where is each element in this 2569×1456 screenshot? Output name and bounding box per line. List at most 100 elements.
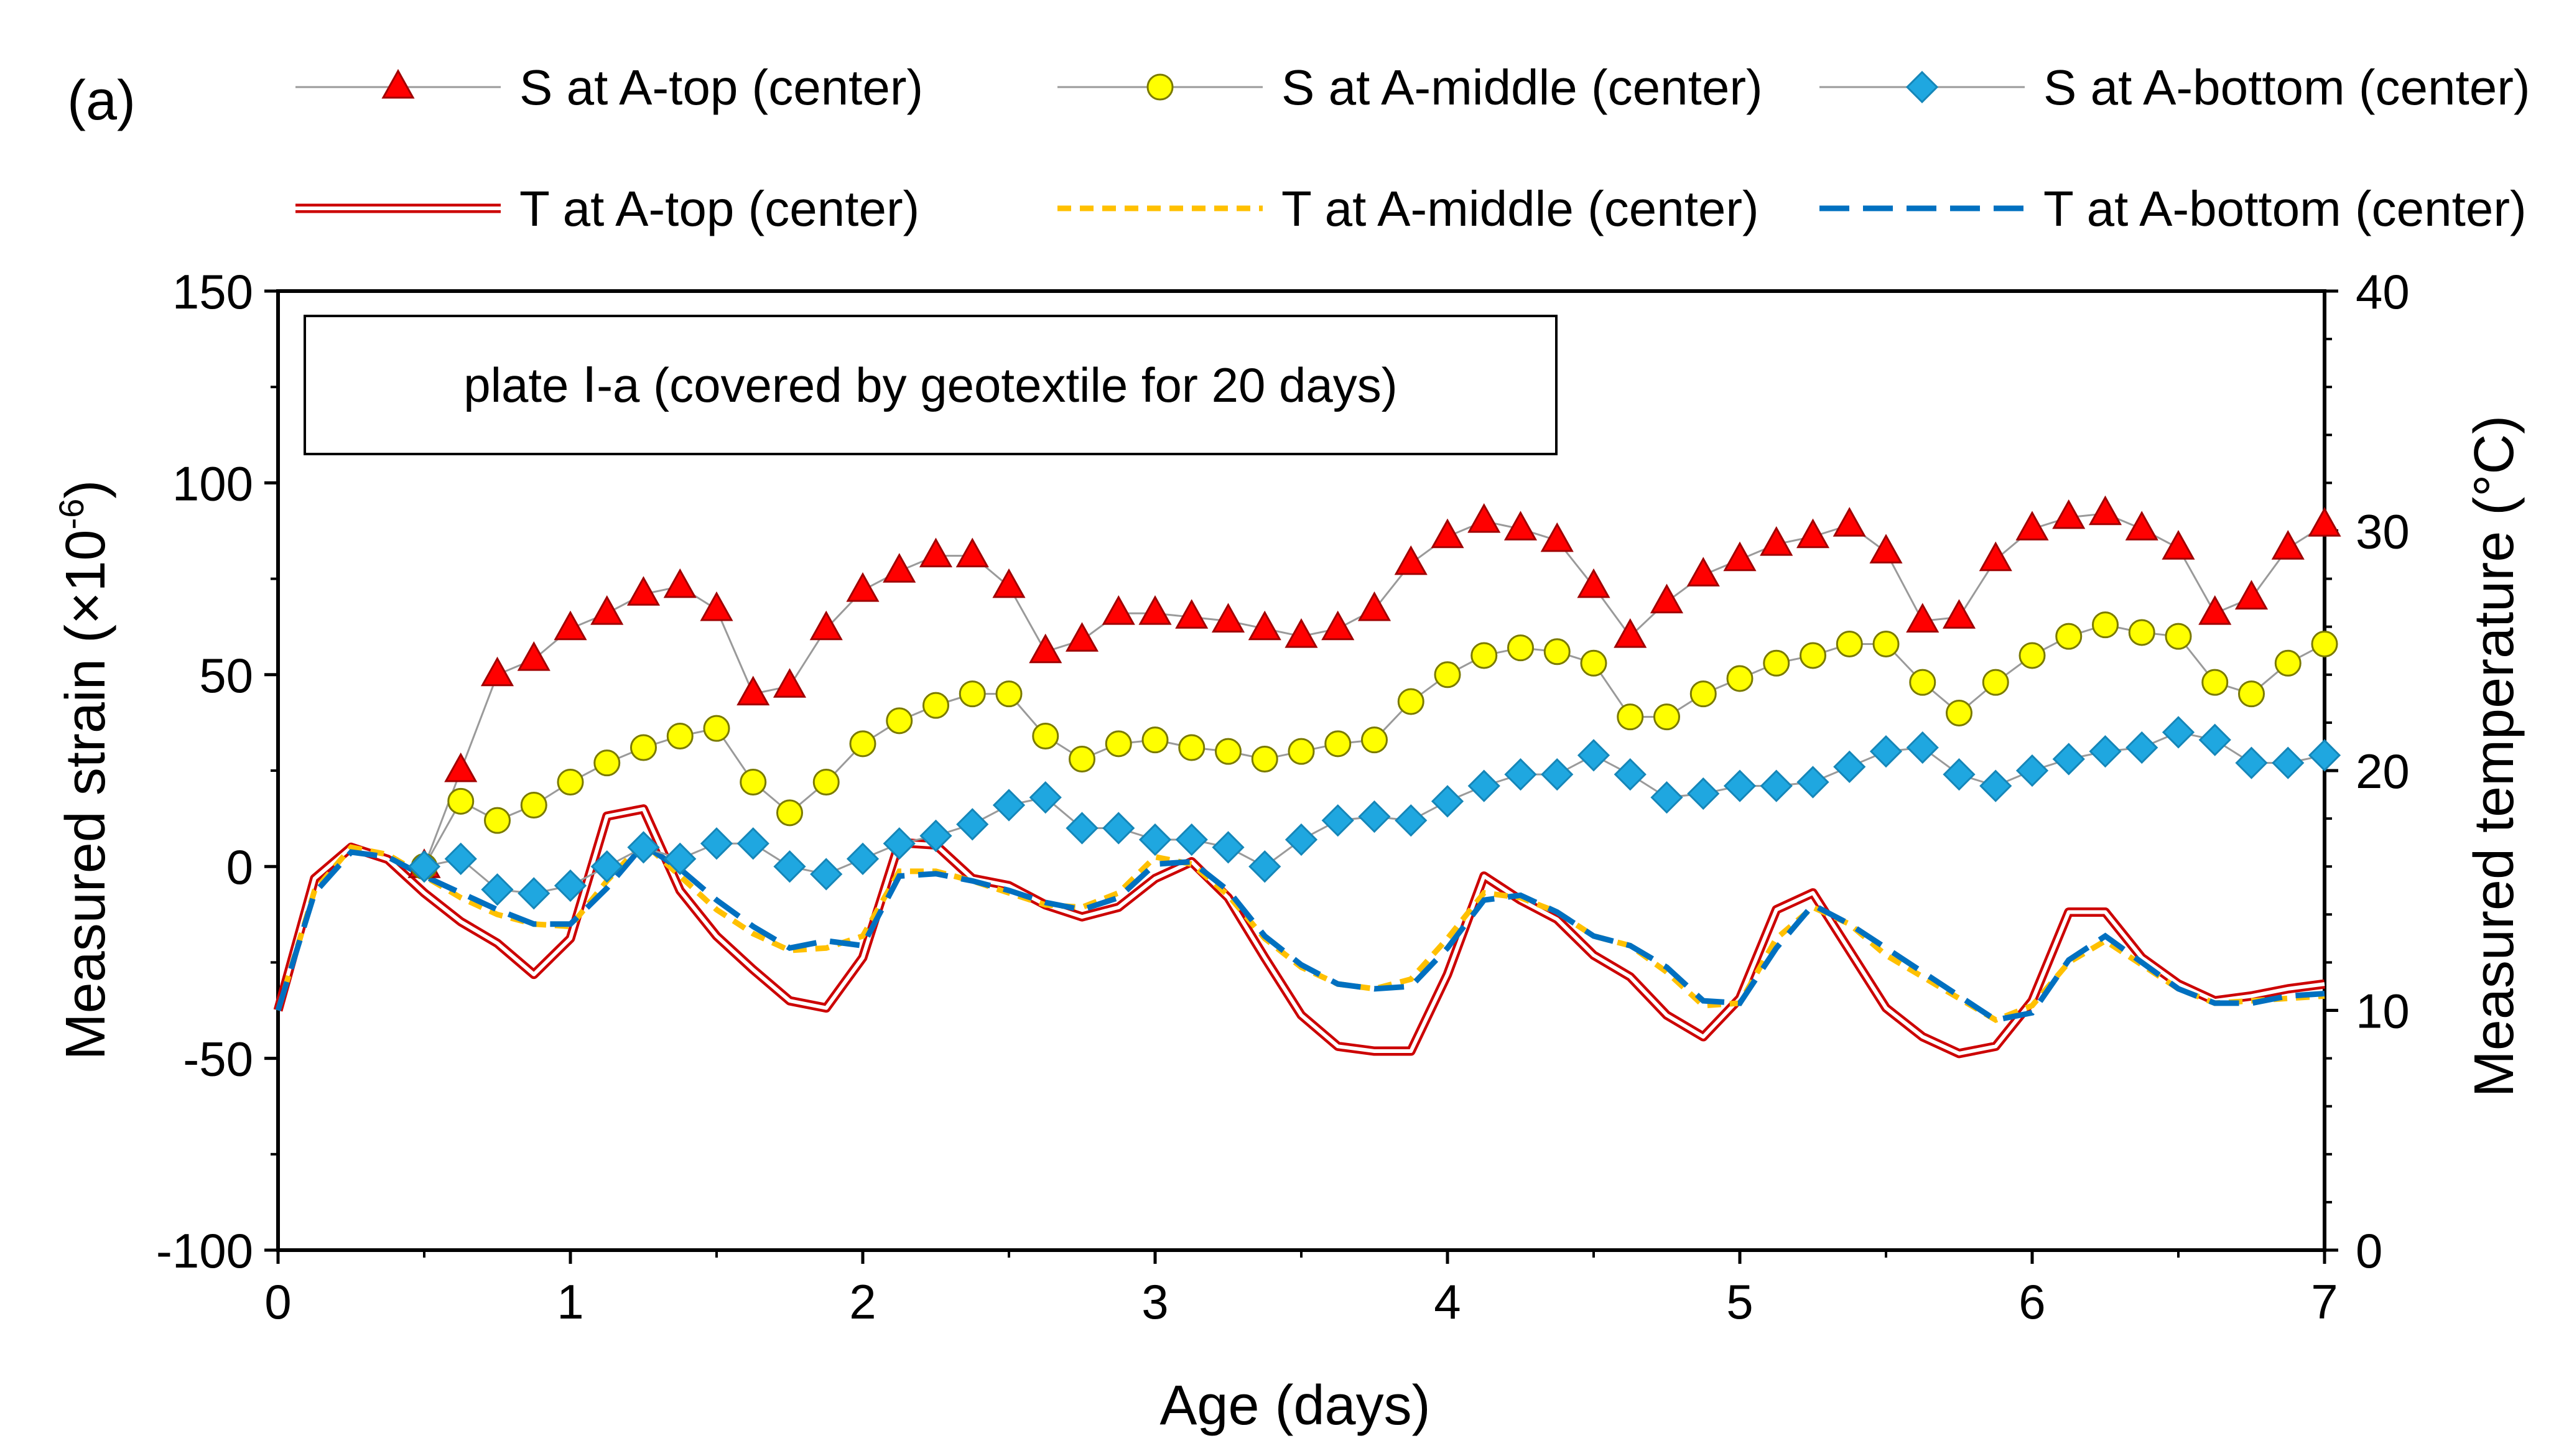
data-point — [1580, 649, 1607, 677]
data-point — [1470, 642, 1498, 669]
data-point — [2055, 623, 2083, 650]
data-point — [627, 831, 660, 864]
data-point — [1138, 823, 1172, 856]
data-point — [664, 842, 697, 875]
temperature-line — [275, 841, 2325, 1023]
data-point — [1723, 541, 1757, 572]
data-point — [2162, 716, 2195, 749]
data-point — [626, 576, 661, 606]
data-point — [812, 769, 840, 796]
data-point — [1979, 541, 2012, 572]
data-point — [736, 675, 770, 706]
y2-tick-label: 0 — [2356, 1223, 2382, 1278]
data-point — [1102, 595, 1135, 625]
series-s-at-a-top-center — [407, 495, 2341, 878]
legend-marker — [381, 68, 415, 99]
data-point — [886, 707, 913, 735]
data-point — [1503, 511, 1538, 540]
legend-label: S at A-middle (center) — [1281, 60, 1763, 115]
data-point — [1178, 734, 1206, 761]
data-point — [883, 827, 916, 860]
data-point — [2052, 499, 2086, 529]
data-point — [1760, 769, 1793, 802]
data-point — [1321, 610, 1355, 641]
data-point — [1689, 680, 1717, 708]
series-t-at-a-bottom-center — [275, 841, 2325, 1023]
data-point — [1361, 726, 1388, 754]
legend-marker — [1905, 70, 1939, 104]
data-point — [1800, 642, 1826, 669]
data-point — [703, 715, 730, 742]
data-point — [1434, 661, 1461, 689]
data-point — [554, 610, 587, 641]
data-point — [956, 808, 989, 841]
data-point — [1614, 758, 1647, 791]
data-point — [1541, 758, 1574, 791]
data-point — [883, 553, 916, 583]
data-point — [2162, 530, 2195, 560]
x-tick-label: 1 — [557, 1274, 583, 1329]
temperature-line — [275, 838, 2325, 1023]
data-point — [1796, 766, 1829, 799]
x-tick-label: 5 — [1726, 1274, 1753, 1329]
data-point — [2272, 746, 2305, 779]
data-point — [1175, 823, 1208, 856]
data-point — [444, 842, 477, 875]
y-axis-label-exponent: -6 — [52, 499, 91, 530]
legend-item: T at A-middle (center) — [1057, 181, 1759, 236]
data-point — [992, 568, 1026, 598]
y-tick-label: 100 — [172, 456, 253, 511]
data-point — [1723, 769, 1757, 802]
annotation-text: plate Ⅰ-a (covered by geotextile for 20 … — [463, 358, 1397, 412]
data-point — [773, 668, 807, 698]
data-point — [484, 807, 511, 834]
data-point — [1248, 610, 1281, 641]
series-s-at-a-middle-center — [411, 611, 2338, 880]
legend-label: T at A-top (center) — [519, 181, 919, 236]
data-point — [554, 869, 587, 902]
data-point — [1726, 665, 1754, 692]
data-point — [2201, 669, 2229, 696]
data-point — [1467, 503, 1501, 533]
series-t-at-a-top-center — [273, 804, 2325, 1059]
data-point — [481, 873, 514, 906]
y-tick-label: 150 — [172, 264, 253, 319]
legend-item: S at A-bottom (center) — [1819, 60, 2530, 115]
data-point — [700, 591, 733, 621]
data-point — [1321, 804, 1354, 837]
data-point — [520, 792, 547, 819]
data-point — [2052, 743, 2085, 776]
data-point — [1833, 507, 1866, 537]
data-point — [2092, 611, 2119, 639]
data-point — [2018, 642, 2046, 669]
data-point — [846, 572, 880, 602]
y-axis-label-close: ) — [55, 480, 117, 499]
data-point — [1614, 618, 1647, 648]
legend-label: T at A-middle (center) — [1281, 181, 1759, 236]
data-point — [1577, 739, 1610, 772]
data-point — [517, 641, 550, 671]
data-point — [1836, 630, 1863, 657]
data-point — [1284, 618, 1318, 648]
data-point — [1650, 781, 1683, 814]
strain-series — [407, 495, 2341, 910]
data-point — [700, 827, 733, 860]
data-point — [2015, 754, 2049, 787]
data-point — [2274, 649, 2302, 677]
data-point — [1650, 583, 1684, 614]
data-point — [959, 680, 986, 708]
data-point — [1906, 603, 1940, 633]
series-s-at-a-bottom-center — [407, 716, 2341, 910]
legend: S at A-top (center) S at A-middle (center… — [295, 60, 2530, 236]
data-point — [992, 789, 1026, 822]
x-tick-label: 7 — [2311, 1274, 2338, 1329]
data-point — [2015, 511, 2049, 540]
data-point — [1394, 545, 1428, 575]
data-point — [2165, 623, 2192, 650]
data-point — [1211, 603, 1245, 633]
data-point — [1909, 669, 1936, 696]
data-point — [480, 656, 514, 687]
legend-label: S at A-bottom (center) — [2043, 60, 2530, 115]
